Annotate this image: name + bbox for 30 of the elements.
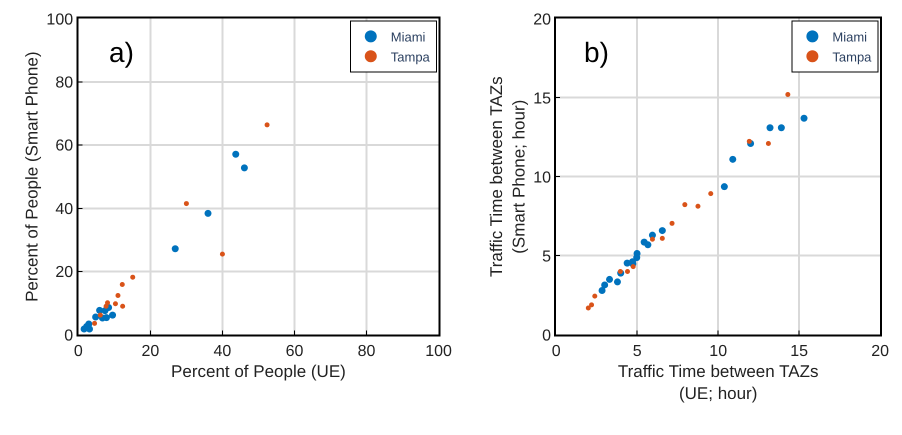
annotation: a) [109, 37, 134, 68]
annotation: b) [584, 37, 609, 68]
y-tick-label: 80 [55, 74, 74, 92]
x-tick-label: 20 [141, 342, 160, 360]
x-tick-label: 10 [709, 342, 728, 360]
y-tick-label: 100 [46, 11, 74, 28]
y-tick-label: 40 [55, 200, 74, 218]
x-tick-label: 100 [425, 342, 452, 360]
y-tick-label: 15 [533, 90, 552, 108]
legend-label: Miami [832, 29, 868, 44]
y-tick-label: 0 [64, 327, 74, 344]
x-axis-title: Percent of People (UE) [171, 362, 346, 381]
legend-label: Miami [390, 29, 426, 44]
x-tick-label: 80 [358, 342, 376, 360]
y-tick-label: 10 [533, 169, 552, 186]
x-tick-label: 60 [286, 342, 304, 360]
legend-label: Tampa [390, 49, 431, 64]
y-tick-label: 5 [542, 248, 552, 266]
x-tick-label: 15 [790, 342, 808, 360]
y-axis-title: Traffic Time between TAZs (Smart Phone; hour) [487, 76, 528, 278]
x-tick-label: 40 [214, 342, 232, 360]
x-tick-label: 5 [632, 342, 642, 360]
y-axis-title: Percent of People (Smart Phone) [22, 51, 42, 302]
x-axis-title: Traffic Time between TAZs (UE; hour) [618, 362, 818, 403]
legend-label: Tampa [832, 49, 872, 64]
y-tick-label: 0 [542, 327, 552, 344]
x-tick-label: 20 [871, 342, 890, 360]
y-tick-label: 60 [55, 138, 74, 155]
y-tick-label: 20 [533, 11, 552, 28]
y-tick-label: 20 [55, 264, 74, 282]
